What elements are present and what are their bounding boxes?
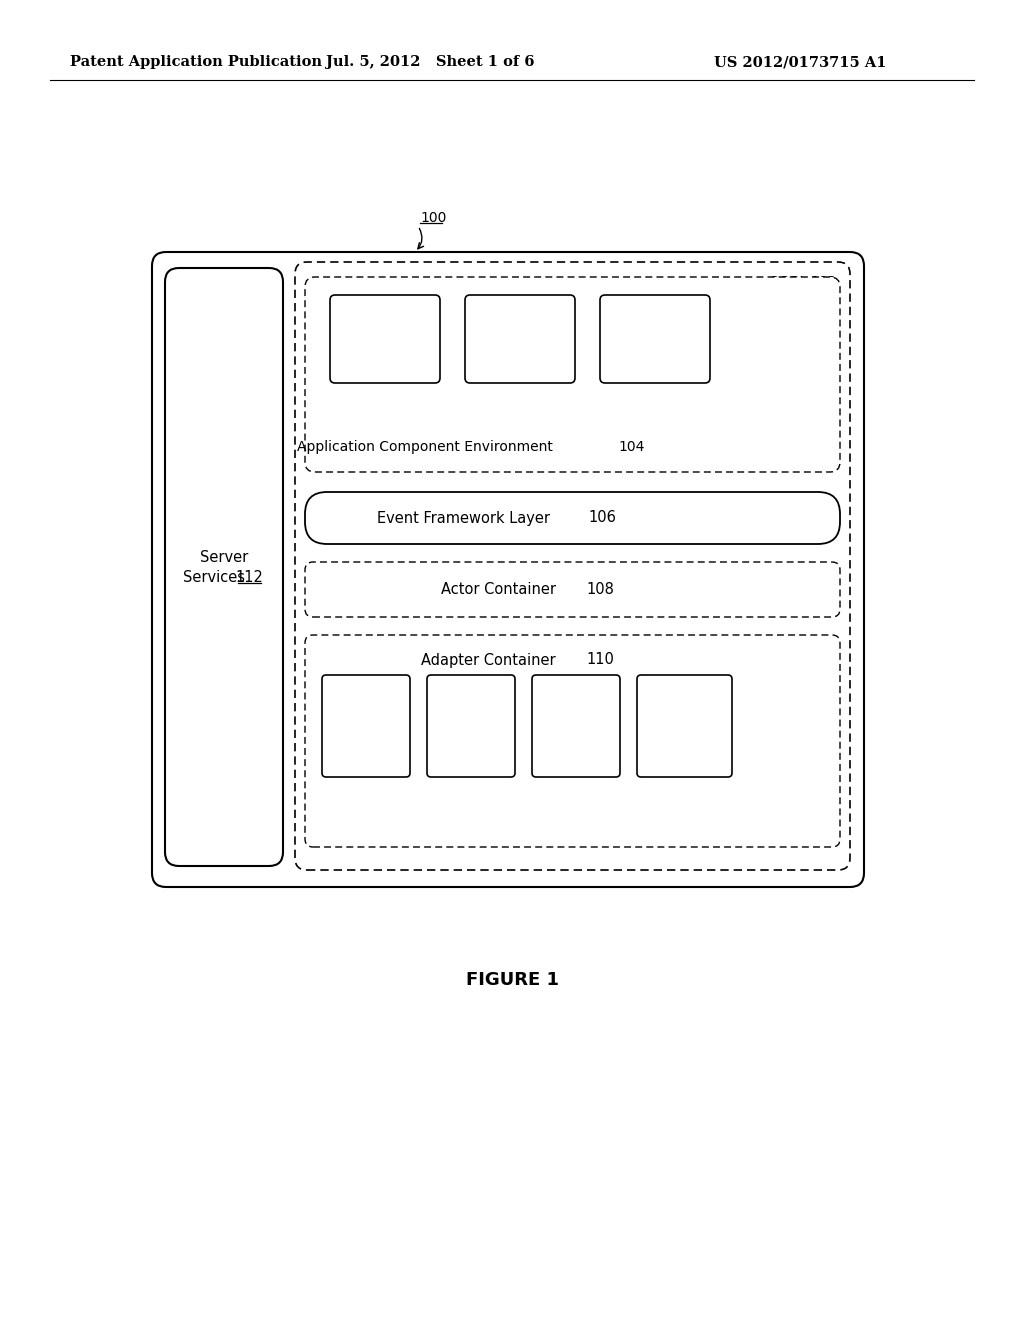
FancyBboxPatch shape (295, 261, 850, 870)
Text: US 2012/0173715 A1: US 2012/0173715 A1 (714, 55, 886, 69)
FancyBboxPatch shape (637, 675, 732, 777)
Text: Actor Container: Actor Container (441, 582, 560, 597)
Text: 136: 136 (672, 739, 697, 752)
FancyBboxPatch shape (305, 492, 840, 544)
Text: Event Framework Layer: Event Framework Layer (377, 511, 555, 525)
Text: Jul. 5, 2012   Sheet 1 of 6: Jul. 5, 2012 Sheet 1 of 6 (326, 55, 535, 69)
FancyBboxPatch shape (532, 675, 620, 777)
Text: 130: 130 (352, 729, 380, 743)
FancyBboxPatch shape (152, 252, 864, 887)
FancyBboxPatch shape (305, 277, 840, 473)
Text: 110: 110 (587, 652, 614, 668)
Text: 114: 114 (372, 342, 398, 356)
Text: 100: 100 (420, 211, 446, 224)
Text: OSGI: OSGI (769, 275, 808, 289)
FancyBboxPatch shape (330, 294, 440, 383)
FancyBboxPatch shape (600, 294, 710, 383)
Text: Adapters: Adapters (654, 723, 715, 737)
Text: 112: 112 (236, 569, 263, 585)
Text: 102: 102 (810, 275, 837, 289)
Text: Application C: Application C (609, 319, 701, 334)
Text: Application Component Environment: Application Component Environment (297, 440, 557, 454)
Text: 116: 116 (507, 342, 534, 356)
Text: Other: Other (666, 692, 703, 705)
FancyBboxPatch shape (305, 562, 840, 616)
Text: FIGURE 1: FIGURE 1 (466, 972, 558, 989)
Text: INAP: INAP (454, 706, 488, 722)
Text: Server: Server (200, 549, 248, 565)
Text: 118: 118 (642, 342, 669, 356)
Text: 104: 104 (618, 440, 644, 454)
FancyBboxPatch shape (165, 268, 283, 866)
Text: Patent Application Publication: Patent Application Publication (70, 55, 322, 69)
Text: Adapter Container: Adapter Container (421, 652, 560, 668)
Text: Application B: Application B (474, 319, 566, 334)
Text: 132: 132 (457, 729, 485, 743)
FancyBboxPatch shape (427, 675, 515, 777)
Text: 106: 106 (589, 511, 616, 525)
FancyBboxPatch shape (322, 675, 410, 777)
Text: Application A: Application A (339, 319, 431, 334)
Text: Protocol: Protocol (657, 708, 712, 721)
Text: SIP: SIP (354, 706, 377, 722)
Text: 134: 134 (562, 729, 590, 743)
FancyBboxPatch shape (305, 635, 840, 847)
Text: HTTP: HTTP (557, 706, 595, 722)
Text: Services: Services (182, 569, 249, 585)
FancyBboxPatch shape (465, 294, 575, 383)
Text: 108: 108 (587, 582, 614, 597)
